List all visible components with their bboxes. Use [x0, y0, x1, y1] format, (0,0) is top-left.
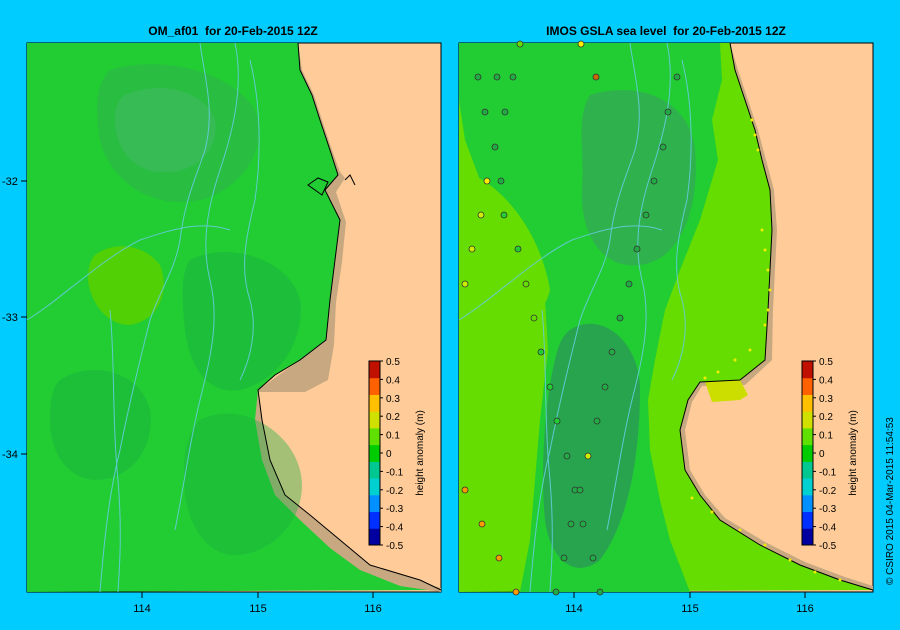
x-tick-label: 114: [133, 603, 151, 615]
colorbar-swatch: [802, 427, 813, 446]
colorbar-swatch: [802, 511, 813, 529]
coastal-dots: [690, 118, 842, 582]
colorbar-tick-label: -0.1: [819, 467, 837, 478]
colorbar-tick-label: 0.3: [819, 394, 833, 405]
colorbar-swatch: [802, 494, 813, 513]
left-panel-title: OM_af01 for 20-Feb-2015 12Z: [148, 24, 318, 38]
colorbar-tick-label: 0.2: [819, 412, 833, 423]
left-colorbar: 0.5 0.4 0.3 0.2 0.1 0 -0.1 -0.2 -0.3 -0.4 -0.5 hei…: [368, 357, 426, 552]
colorbar-swatch: [369, 461, 380, 479]
colorbar-swatch: [802, 478, 813, 496]
colorbar-tick-label: 0: [386, 449, 392, 460]
colorbar-tick-label: 0.4: [386, 375, 400, 386]
colorbar-tick-label: 0.5: [386, 357, 400, 368]
colorbar-tick-label: -0.2: [819, 486, 837, 497]
colorbar-tick-label: -0.3: [819, 504, 837, 515]
colorbar-tick-label: -0.3: [386, 504, 404, 515]
tide-gauge-markers: [461, 40, 681, 596]
colorbar-swatch: [369, 411, 380, 429]
colorbar-tick-label: -0.4: [386, 523, 404, 534]
x-tick-label: 114: [565, 603, 583, 615]
colorbar-tick-label: -0.4: [819, 523, 837, 534]
colorbar-swatch: [802, 377, 813, 395]
colorbar-swatch: [802, 361, 813, 379]
colorbar-swatch: [369, 427, 380, 446]
colorbar-swatch: [802, 461, 813, 479]
colorbar-tick-label: 0.3: [386, 394, 400, 405]
x-tick-label: 116: [796, 603, 814, 615]
colorbar-tick-label: -0.5: [386, 541, 404, 552]
colorbar-tick-label: 0.2: [386, 412, 400, 423]
colorbar-swatch: [369, 478, 380, 496]
colorbar-tick-label: 0.4: [819, 375, 833, 386]
colorbar-swatch: [369, 361, 380, 379]
colorbar-tick-label: 0.5: [819, 357, 833, 368]
left-colorbar-label: height anomaly (m): [415, 410, 426, 496]
y-tick-label: -33: [2, 312, 18, 324]
y-tick-label: -32: [2, 176, 18, 188]
colorbar-swatch: [369, 494, 380, 513]
right-x-axis: 114 115 116: [565, 592, 814, 615]
left-y-axis: -32 -33 -34: [2, 176, 27, 461]
colorbar-tick-label: 0: [819, 449, 825, 460]
colorbar-swatch: [802, 444, 813, 462]
colorbar-swatch: [802, 528, 813, 546]
left-x-axis: 114 115 116: [133, 592, 382, 615]
y-tick-label: -34: [2, 449, 18, 461]
colorbar-tick-label: 0.1: [819, 431, 833, 442]
right-map-panel: [458, 40, 874, 596]
copyright-credit: © CSIRO 2015 04-Mar-2015 11:54:53: [885, 417, 896, 585]
colorbar-tick-label: 0.1: [386, 431, 400, 442]
colorbar-tick-label: -0.1: [386, 467, 404, 478]
colorbar-swatch: [369, 511, 380, 529]
colorbar-swatch: [802, 411, 813, 429]
colorbar-tick-label: -0.2: [386, 486, 404, 497]
right-colorbar-label: height anomaly (m): [848, 410, 859, 496]
x-tick-label: 116: [364, 603, 382, 615]
colorbar-swatch: [802, 394, 813, 412]
x-tick-label: 115: [249, 603, 267, 615]
colorbar-swatch: [369, 528, 380, 546]
right-colorbar: 0.5 0.4 0.3 0.2 0.1 0 -0.1 -0.2 -0.3 -0.4 -0.5 hei…: [801, 357, 859, 552]
x-tick-label: 115: [681, 603, 699, 615]
colorbar-swatch: [369, 377, 380, 395]
colorbar-tick-label: -0.5: [819, 541, 837, 552]
right-panel-title: IMOS GSLA sea level for 20-Feb-2015 12Z: [546, 24, 786, 38]
colorbar-swatch: [369, 444, 380, 462]
colorbar-swatch: [369, 394, 380, 412]
